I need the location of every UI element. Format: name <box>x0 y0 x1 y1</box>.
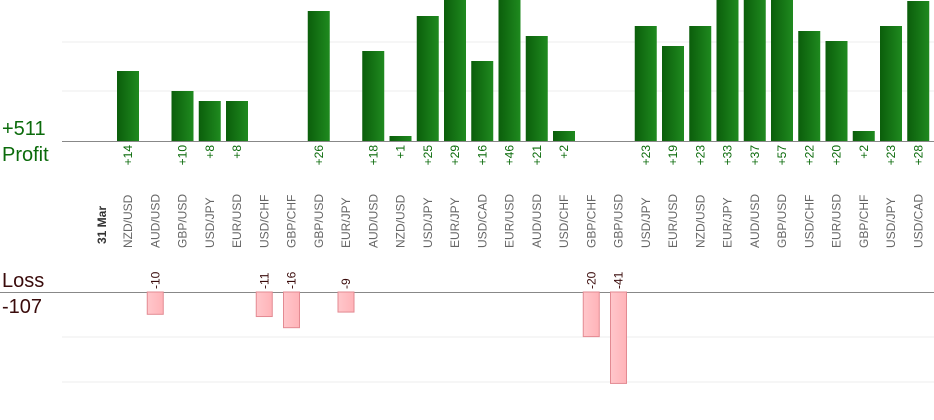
profit-value-label: +22 <box>802 145 816 166</box>
profit-bar <box>525 36 548 141</box>
profit-bar <box>907 1 930 141</box>
loss-bar <box>582 291 600 338</box>
category-label: EUR/USD <box>503 194 517 248</box>
date-label: 31 Mar <box>95 206 109 244</box>
profit-value-label: +33 <box>721 145 735 166</box>
profit-bar <box>689 26 712 141</box>
profit-bar <box>226 101 248 141</box>
profit-value-label: +23 <box>693 145 707 166</box>
category-label: USD/CAD <box>475 194 489 248</box>
category-label: USD/JPY <box>884 197 898 248</box>
profit-bar <box>471 61 494 141</box>
profit-bar <box>444 0 466 141</box>
profit-value-label: +8 <box>230 145 244 159</box>
category-label: USD/CHF <box>257 195 271 248</box>
category-label: AUD/USD <box>530 194 544 248</box>
profit-bar <box>852 131 875 141</box>
profit-value-label: +10 <box>176 145 190 166</box>
category-label: GBP/CHF <box>857 195 871 248</box>
category-label: USD/JPY <box>639 197 653 248</box>
loss-bar <box>146 291 164 315</box>
profit-value-label: +1 <box>394 145 408 159</box>
profit-value-label: +19 <box>666 145 680 166</box>
loss-value-label: -9 <box>339 278 353 289</box>
category-label: USD/JPY <box>203 197 217 248</box>
loss-bar <box>283 291 300 329</box>
profit-bar <box>553 131 575 141</box>
profit-value-label: +57 <box>775 145 789 166</box>
profit-bar <box>662 46 684 141</box>
category-label: NZD/USD <box>693 194 707 248</box>
profit-value-label: +21 <box>530 145 544 166</box>
profit-value-label: +25 <box>421 145 435 166</box>
category-label: USD/CHF <box>802 195 816 248</box>
loss-total: -107 <box>2 296 43 318</box>
category-label: USD/CHF <box>557 195 571 248</box>
profit-bar <box>198 101 221 141</box>
profit-value-label: +2 <box>557 145 571 159</box>
profit-value-label: +8 <box>203 145 217 159</box>
category-label: EUR/JPY <box>448 197 462 248</box>
profit-bar <box>825 41 848 141</box>
category-label: EUR/JPY <box>721 197 735 248</box>
profit-value-label: +29 <box>448 145 462 166</box>
profit-bar <box>171 91 194 141</box>
profit-value-label: +26 <box>312 145 326 166</box>
loss-value-label: -10 <box>148 271 162 289</box>
category-label: GBP/USD <box>176 194 190 248</box>
profit-bar <box>743 0 766 141</box>
profit-value-label: +18 <box>366 145 380 166</box>
category-label: EUR/USD <box>666 194 680 248</box>
category-label: AUD/USD <box>748 194 762 248</box>
profit-total: +511 <box>2 118 46 140</box>
category-label: GBP/CHF <box>584 195 598 248</box>
loss-bar <box>337 291 355 313</box>
profit-bar <box>307 11 330 141</box>
profit-value-label: +14 <box>121 145 135 166</box>
category-label: GBP/USD <box>775 194 789 248</box>
profit-bar <box>498 0 521 141</box>
profit-bar <box>416 16 439 141</box>
category-label: GBP/CHF <box>285 195 299 248</box>
category-label: USD/CAD <box>911 194 925 248</box>
category-label: GBP/USD <box>312 194 326 248</box>
loss-bar <box>610 291 627 384</box>
profit-label: Profit <box>2 144 49 166</box>
category-label: EUR/USD <box>230 194 244 248</box>
loss-value-label: -11 <box>257 272 271 289</box>
profit-bar <box>389 136 412 141</box>
profit-bar <box>716 0 739 141</box>
category-label: NZD/USD <box>121 194 135 248</box>
loss-value-label: -41 <box>612 271 626 289</box>
profit-bar <box>771 0 793 141</box>
category-label: NZD/USD <box>394 194 408 248</box>
category-label: GBP/USD <box>612 194 626 248</box>
profit-value-label: +23 <box>884 145 898 166</box>
profit-bar <box>117 71 139 141</box>
profit-value-label: +20 <box>830 145 844 166</box>
loss-label: Loss <box>2 270 45 292</box>
profit-bar <box>798 31 821 141</box>
profit-bar <box>362 51 385 141</box>
category-label: EUR/JPY <box>339 197 353 248</box>
category-label: EUR/USD <box>830 194 844 248</box>
profit-bar <box>880 26 902 141</box>
profit-bar <box>634 26 657 141</box>
category-label: USD/JPY <box>421 197 435 248</box>
loss-value-label: -20 <box>584 271 598 289</box>
profit-value-label: +23 <box>639 145 653 166</box>
profit-value-label: +37 <box>748 145 762 166</box>
profit-value-label: +28 <box>911 145 925 166</box>
profit-value-label: +46 <box>503 145 517 166</box>
loss-bar <box>255 291 273 318</box>
profit-value-label: +2 <box>857 145 871 159</box>
category-label: AUD/USD <box>366 194 380 248</box>
loss-value-label: -16 <box>285 271 299 289</box>
profit-value-label: +16 <box>475 145 489 166</box>
category-label: AUD/USD <box>148 194 162 248</box>
